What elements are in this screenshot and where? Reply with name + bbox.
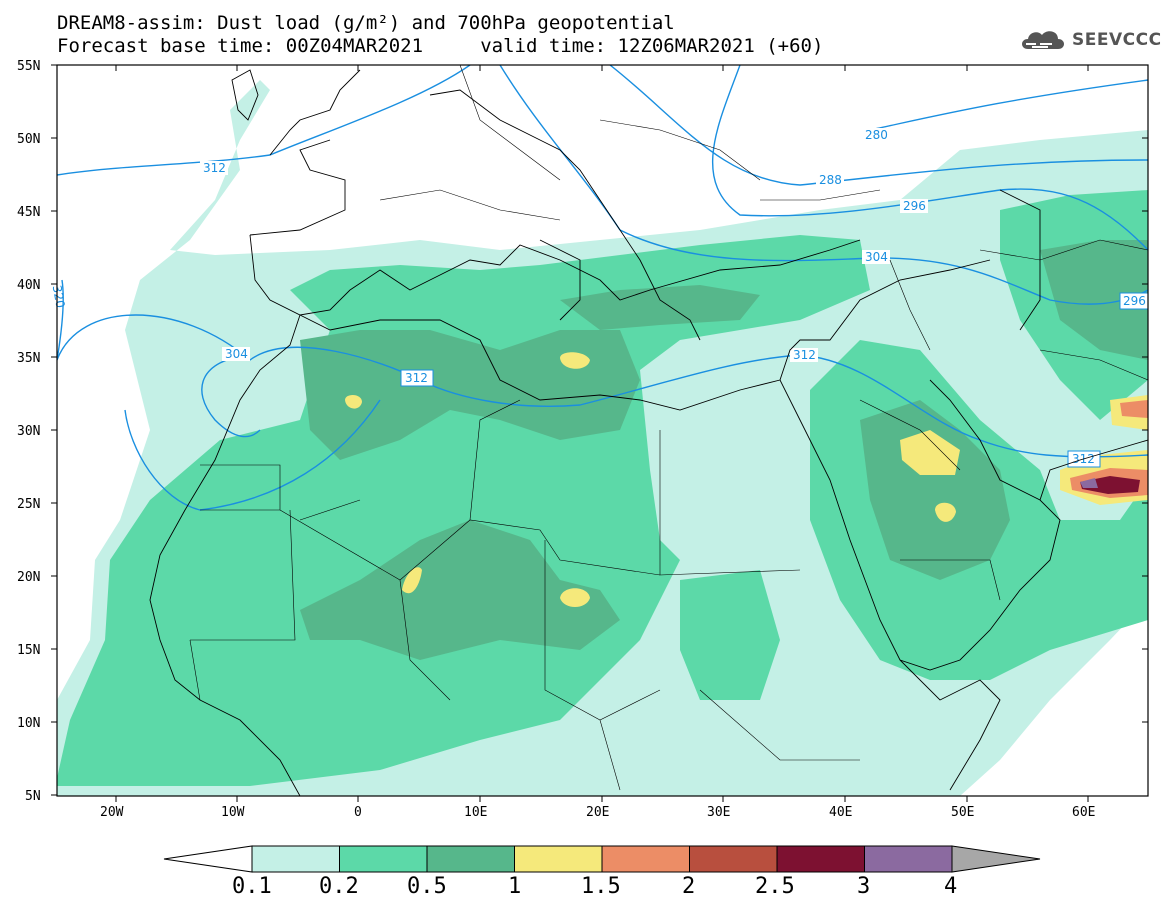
logo-text: SEEVCCC: [1072, 30, 1162, 50]
lat-label: 10N: [17, 716, 40, 731]
coastlines: [149, 69, 1148, 796]
contour-label: 312: [405, 371, 428, 385]
dust-level-1: [935, 502, 956, 522]
lat-label: 50N: [17, 132, 40, 147]
lon-label: 0: [354, 805, 362, 820]
colorbar-box: [339, 845, 428, 873]
longitude-labels: 20W 10W 0 10E 20E 30E 40E 50E 60E: [100, 805, 1095, 820]
map-title: DREAM8-assim: Dust load (g/m²) and 700hP…: [57, 12, 675, 34]
contour-320: [57, 279, 64, 361]
contour-label: 304: [865, 250, 888, 264]
dust-level-1: [900, 430, 960, 475]
lon-label: 60E: [1072, 805, 1095, 820]
lat-label: 35N: [17, 351, 40, 366]
contour-304: [499, 65, 1148, 305]
seevccc-logo: SEEVCCC: [1018, 27, 1162, 53]
colorbar: 0.1 0.2 0.5 1 1.5 2 2.5 3 4: [163, 845, 1041, 899]
contour-label: 296: [903, 199, 926, 213]
contour-280: [869, 79, 1148, 131]
colorbar-box: [251, 845, 340, 873]
colorbar-label: 4: [944, 874, 957, 899]
dust-level-1: [345, 394, 362, 409]
dust-level-0.2: [57, 235, 870, 786]
cloud-icon: [1022, 31, 1064, 49]
lon-label: 30E: [707, 805, 730, 820]
contour-label: 312: [203, 161, 226, 175]
colorbar-max-arrow: [951, 845, 1041, 873]
contour-312-south: [124, 399, 381, 511]
colorbar-label: 1: [508, 874, 521, 899]
contour-304-west: [201, 354, 261, 438]
colorbar-label: 3: [857, 874, 870, 899]
contour-288: [609, 65, 1148, 186]
colorbar-label: 0.5: [407, 874, 447, 899]
lat-label: 30N: [17, 424, 40, 439]
longitude-axis: [115, 65, 1089, 802]
colorbar-box: [426, 845, 515, 873]
contour-label: 280: [865, 128, 888, 142]
colorbar-box: [864, 845, 953, 873]
dust-shading: [57, 80, 1148, 796]
lat-label: 25N: [17, 497, 40, 512]
lat-label: 15N: [17, 643, 40, 658]
colorbar-label: 2: [682, 874, 695, 899]
colorbar-label: 1.5: [581, 874, 621, 899]
forecast-times: Forecast base time: 00Z04MAR2021 valid t…: [57, 35, 824, 57]
dust-level-0.2: [680, 570, 780, 700]
dust-level-0.5: [300, 520, 620, 660]
colorbar-min-arrow: [163, 845, 253, 873]
contour-label: 320: [50, 284, 68, 309]
latitude-labels: 55N 50N 45N 40N 35N 30N 25N 20N 15N 10N …: [17, 59, 41, 804]
lat-label: 5N: [25, 789, 41, 804]
colorbar-box: [514, 845, 603, 873]
colorbar-label: 0.2: [319, 874, 359, 899]
dust-level-1.5: [1120, 400, 1148, 418]
colorbar-label: 0.1: [232, 874, 272, 899]
colorbar-box: [689, 845, 778, 873]
colorbar-box: [776, 845, 865, 873]
lon-label: 50E: [951, 805, 974, 820]
lon-label: 40E: [829, 805, 852, 820]
lat-label: 20N: [17, 570, 40, 585]
latitude-axis: [51, 64, 1148, 796]
country-borders: [189, 65, 1148, 791]
contour-label: 312: [793, 348, 816, 362]
lat-label: 40N: [17, 278, 40, 293]
lon-label: 20W: [100, 805, 124, 820]
dust-level-1: [560, 352, 590, 369]
contour-label: 288: [819, 173, 842, 187]
contour-296: [712, 65, 1148, 251]
dust-level-1: [402, 567, 422, 594]
contour-label: 304: [225, 347, 248, 361]
lat-label: 55N: [17, 59, 40, 74]
dust-level-0.5: [1040, 240, 1148, 360]
colorbar-box: [601, 845, 690, 873]
dust-level-1: [560, 588, 590, 607]
lon-label: 10E: [464, 805, 487, 820]
dust-level-0.5: [560, 285, 760, 330]
dust-level-0.5: [300, 330, 640, 460]
contour-label: 296: [1123, 294, 1146, 308]
colorbar-label: 2.5: [755, 874, 795, 899]
lat-label: 45N: [17, 205, 40, 220]
lon-label: 10W: [221, 805, 245, 820]
dust-level-3: [1080, 478, 1098, 488]
lon-label: 20E: [586, 805, 609, 820]
dust-level-0.5: [860, 400, 1010, 580]
